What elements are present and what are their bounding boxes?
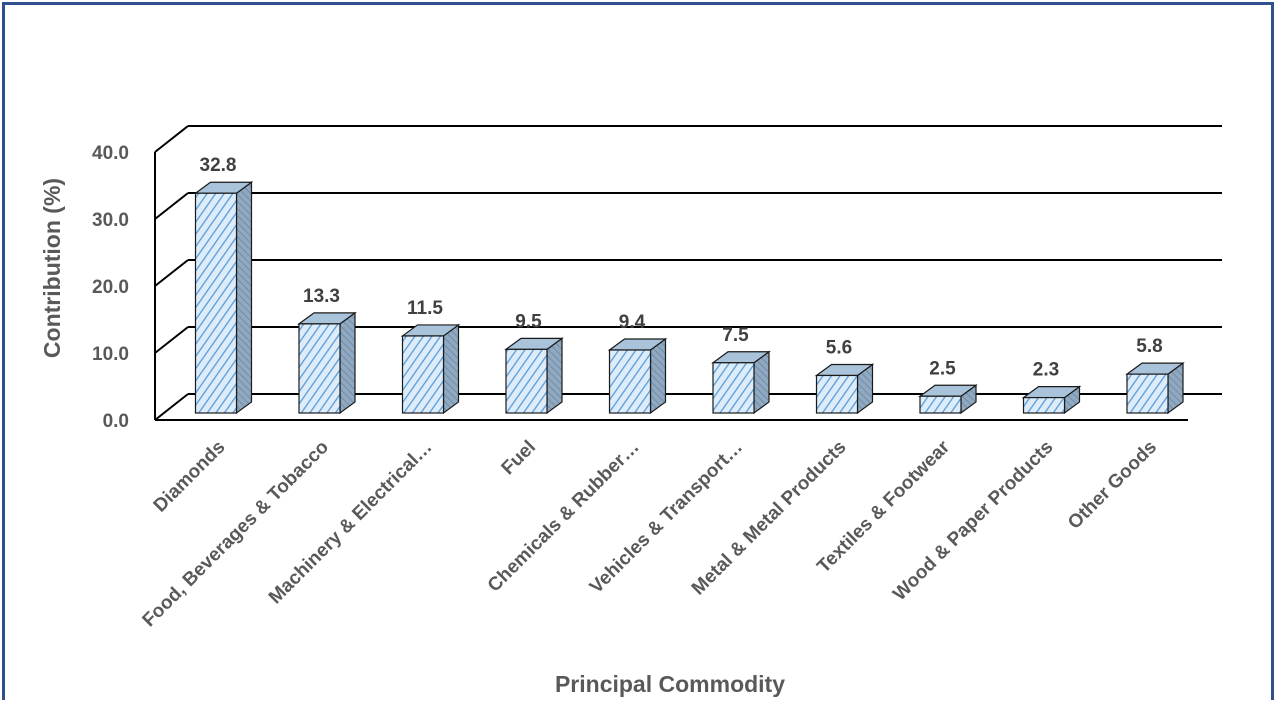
y-axis-title: Contribution (%) [39, 178, 65, 358]
x-tick-label: Diamonds [150, 437, 230, 517]
bars [193, 181, 1185, 415]
y-tick-label: 0.0 [103, 411, 129, 432]
bar [400, 323, 461, 415]
bar-side [235, 181, 253, 415]
x-tick-label: Fuel [498, 437, 540, 479]
bar [297, 311, 357, 415]
data-label: 11.5 [407, 298, 443, 319]
bar [1125, 361, 1185, 415]
data-label: 9.5 [515, 311, 542, 332]
bar-front [712, 362, 755, 414]
gridline-wall [154, 393, 189, 421]
x-axis-title: Principal Commodity [555, 671, 785, 697]
data-labels: 32.8 13.3 11.5 9.5 9.4 7.5 5.6 2.5 2.3 5.8 [200, 155, 1163, 380]
gridline-wall [154, 192, 189, 220]
y-axis-ticks: 0.0 10.0 20.0 30.0 40.0 [92, 143, 129, 432]
y-tick-label: 30.0 [92, 210, 129, 231]
data-label: 13.3 [303, 286, 340, 307]
bar-side [649, 337, 667, 415]
data-label: 32.8 [200, 155, 237, 176]
bar [607, 337, 668, 415]
data-label: 5.8 [1136, 336, 1162, 357]
bar-front [298, 323, 341, 414]
bar [814, 363, 875, 415]
bar-front [815, 374, 859, 414]
gridline-wall [154, 259, 189, 287]
bar-front [194, 192, 238, 414]
bar-front [608, 349, 652, 414]
bar-front [1126, 373, 1169, 414]
bar-side [546, 337, 563, 415]
bar-front [919, 395, 962, 414]
bar [504, 337, 564, 415]
bar-front [401, 335, 445, 414]
y-tick-label: 10.0 [92, 344, 129, 365]
data-label: 2.5 [929, 358, 956, 379]
data-label: 7.5 [722, 325, 749, 346]
bar-side [339, 311, 356, 415]
bar [918, 384, 978, 415]
data-label: 5.6 [826, 337, 852, 358]
gridline-wall [154, 125, 189, 153]
bar [711, 350, 771, 415]
gridline-wall [154, 326, 189, 354]
x-tick-label: Food, Beverages & Tobacco [139, 437, 334, 632]
bar [193, 181, 254, 415]
data-label: 2.3 [1033, 360, 1059, 381]
x-tick-label: Machinery & Electrical… [265, 437, 437, 609]
bar-side [442, 323, 460, 415]
data-label: 9.4 [619, 312, 646, 333]
y-tick-label: 20.0 [92, 277, 129, 298]
y-tick-label: 40.0 [92, 143, 129, 164]
bar [1021, 385, 1082, 415]
gridlines [154, 125, 1222, 421]
bar-front [1022, 396, 1066, 414]
bar-front [505, 348, 548, 414]
x-tick-label: Other Goods [1064, 437, 1161, 534]
